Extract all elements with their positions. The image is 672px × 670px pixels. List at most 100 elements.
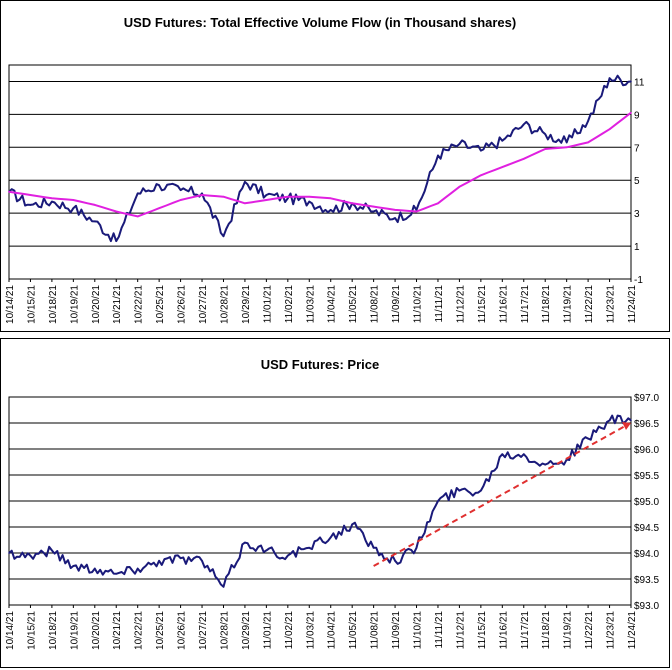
data-point [222, 235, 225, 237]
x-tick-label: 11/04/21 [327, 611, 338, 650]
data-point [351, 202, 353, 205]
price-chart-panel: USD Futures: Price $93.0 $93.5 $94.0 $94.5 $9… [0, 338, 670, 668]
data-point [394, 217, 396, 219]
x-tick-label: 11/18/21 [541, 285, 552, 324]
data-point [244, 181, 246, 183]
data-point [587, 437, 589, 440]
data-point [458, 143, 461, 145]
chart-title: USD Futures: Price [261, 357, 379, 372]
x-tick-label: 11/12/21 [455, 611, 466, 650]
x-tick-label: 11/16/21 [498, 285, 509, 324]
data-point [630, 419, 632, 422]
x-tick-label: 11/22/21 [584, 285, 595, 324]
data-point [93, 567, 96, 570]
data-point [136, 215, 139, 218]
x-tick-label: 11/17/21 [520, 285, 531, 324]
data-point [29, 194, 32, 196]
data-point [501, 453, 504, 455]
x-tick-label: 11/05/21 [348, 611, 359, 650]
data-point [265, 194, 268, 196]
data-point [329, 197, 332, 200]
data-point [415, 547, 418, 549]
trendline [373, 424, 628, 567]
x-tick-label: 10/14/21 [5, 611, 16, 650]
data-point [115, 210, 118, 213]
x-tick-label: 11/19/21 [563, 285, 574, 324]
x-tick-label: 11/17/21 [520, 611, 531, 650]
y-tick-label: 5 [634, 176, 640, 187]
y-tick-label: 9 [634, 110, 640, 121]
series-line-primary [8, 74, 632, 243]
x-tick-label: 10/29/21 [241, 285, 252, 324]
data-point [501, 139, 504, 142]
x-tick-label: 11/11/21 [434, 285, 445, 323]
data-point [201, 192, 203, 195]
x-tick-label: 10/25/21 [155, 611, 166, 650]
data-point [29, 554, 32, 557]
x-tick-label: 10/22/21 [134, 611, 145, 650]
x-tick-label: 11/02/21 [284, 611, 295, 650]
data-point [372, 205, 375, 208]
data-point [630, 80, 632, 83]
data-point [437, 500, 439, 502]
data-point [437, 202, 439, 205]
data-point [587, 120, 589, 122]
data-point [608, 419, 611, 422]
data-point [72, 565, 75, 567]
data-point [72, 207, 75, 210]
data-point [115, 240, 118, 242]
data-point [544, 463, 547, 466]
x-tick-label: 10/21/21 [112, 611, 123, 650]
x-tick-label: 10/26/21 [177, 285, 188, 324]
data-point [458, 489, 461, 492]
x-tick-label: 11/09/21 [391, 285, 402, 324]
x-tick-label: 11/24/21 [627, 611, 638, 650]
data-point [329, 209, 332, 211]
data-point [329, 536, 332, 539]
x-tick-label: 11/03/21 [305, 285, 316, 324]
data-point [179, 189, 182, 191]
y-tick-label: $96.0 [634, 445, 659, 456]
x-tick-label: 11/05/21 [348, 285, 359, 324]
data-point [51, 197, 53, 200]
data-point [544, 133, 547, 135]
data-point [480, 174, 482, 177]
data-point [93, 204, 96, 206]
data-point [501, 166, 504, 168]
data-point [158, 184, 160, 186]
data-point [179, 199, 182, 201]
data-point [8, 190, 10, 193]
x-tick-label: 11/08/21 [370, 285, 381, 324]
data-point [415, 210, 418, 213]
x-tick-label: 10/22/21 [134, 285, 145, 324]
x-tick-label: 11/16/21 [498, 611, 509, 650]
y-tick-label: $96.5 [634, 419, 659, 430]
data-point [201, 194, 203, 196]
x-tick-label: 10/20/21 [91, 285, 102, 324]
x-tick-label: 10/27/21 [198, 285, 209, 324]
data-point [287, 197, 289, 200]
x-tick-label: 11/01/21 [262, 285, 273, 324]
data-point [158, 207, 160, 210]
x-tick-label: 11/23/21 [606, 611, 617, 650]
x-tick-label: 10/19/21 [69, 285, 80, 324]
y-tick-label: -1 [634, 275, 643, 286]
x-tick-label: 10/14/21 [5, 285, 16, 324]
data-point [351, 523, 353, 526]
y-tick-label: $93.0 [634, 601, 659, 612]
y-tick-label: $94.0 [634, 549, 659, 560]
data-point [480, 149, 482, 152]
y-tick-label: $95.0 [634, 497, 659, 508]
x-tick-label: 10/27/21 [198, 611, 209, 650]
data-point [394, 560, 396, 562]
data-point [93, 220, 96, 223]
y-tick-label: $97.0 [634, 393, 659, 404]
x-tick-label: 11/10/21 [413, 611, 424, 650]
data-point [222, 195, 225, 198]
y-tick-label: 3 [634, 209, 640, 220]
chart-title: USD Futures: Total Effective Volume Flow… [124, 15, 516, 30]
data-point [458, 186, 461, 188]
data-point [222, 586, 225, 588]
x-tick-label: 11/18/21 [541, 611, 552, 650]
x-tick-label: 11/15/21 [477, 611, 488, 650]
